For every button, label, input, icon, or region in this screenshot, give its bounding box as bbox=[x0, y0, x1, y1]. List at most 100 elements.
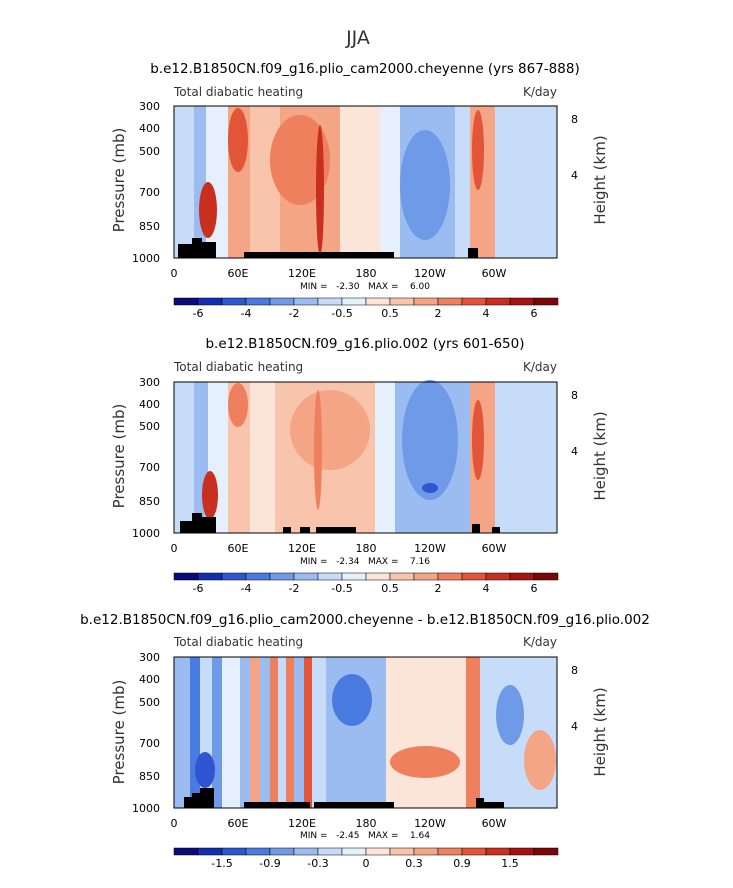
colorbar-cell bbox=[245, 572, 271, 581]
colorbar-cell bbox=[269, 847, 295, 856]
panel-3-colorbar bbox=[173, 847, 559, 856]
panel-2-blob bbox=[422, 483, 438, 493]
panel-1-left-label: Total diabatic heating bbox=[173, 85, 303, 99]
panel-2-xtick: 0 bbox=[171, 542, 178, 555]
panel-3-ytick: 300 bbox=[139, 651, 160, 664]
panel-2-ytick-right: 4 bbox=[571, 445, 578, 458]
panel-2-cbar-tick: -4 bbox=[241, 582, 252, 595]
panel-1-xtick: 120E bbox=[288, 267, 316, 280]
colorbar-cell bbox=[245, 847, 271, 856]
colorbar-cell bbox=[509, 572, 535, 581]
panel-2-region bbox=[495, 382, 557, 533]
panel-2-ytick: 1000 bbox=[132, 527, 160, 540]
figure-title: JJA bbox=[345, 27, 370, 49]
panel-3-cbar-tick: -0.3 bbox=[307, 857, 328, 870]
panel-1-xtick: 180 bbox=[356, 267, 377, 280]
panel-2-ylabel-right: Height (km) bbox=[591, 411, 609, 500]
colorbar-cell bbox=[197, 297, 223, 306]
panel-3-cbar-tick: 0.3 bbox=[405, 857, 423, 870]
panel-3-blob bbox=[390, 746, 460, 778]
panel-3-xtick: 180 bbox=[356, 817, 377, 830]
panel-3-ytick-right: 8 bbox=[571, 664, 578, 677]
colorbar-cell bbox=[413, 572, 439, 581]
colorbar-cell bbox=[317, 297, 343, 306]
panel-3-region bbox=[466, 657, 480, 808]
panel-1-ytick: 1000 bbox=[132, 252, 160, 265]
panel-2-cbar-tick: -0.5 bbox=[331, 582, 352, 595]
colorbar-cell bbox=[389, 297, 415, 306]
panel-3-ytick: 500 bbox=[139, 696, 160, 709]
panel-1-xtick: 60E bbox=[228, 267, 249, 280]
panel-1-ytick: 700 bbox=[139, 186, 160, 199]
panel-3-terrain bbox=[184, 797, 192, 808]
panel-3-terrain bbox=[200, 788, 214, 808]
panel-3-ytick: 1000 bbox=[132, 802, 160, 815]
panel-1-terrain bbox=[178, 244, 192, 258]
panel-1-colorbar bbox=[173, 297, 559, 306]
colorbar-cell bbox=[269, 297, 295, 306]
panel-1-ytick-right: 4 bbox=[571, 169, 578, 182]
panel-1-cbar-tick: -4 bbox=[241, 307, 252, 320]
panel-3-xtick: 120E bbox=[288, 817, 316, 830]
colorbar-cell bbox=[221, 297, 247, 306]
panel-2-blob bbox=[290, 390, 370, 470]
panel-1-region bbox=[455, 106, 470, 258]
colorbar-cell bbox=[173, 297, 199, 306]
colorbar-cell bbox=[485, 572, 511, 581]
panel-2-terrain bbox=[472, 524, 480, 533]
panel-3-region bbox=[260, 657, 270, 808]
panel-1-ylabel-right: Height (km) bbox=[591, 135, 609, 224]
panel-2-region bbox=[250, 382, 275, 533]
panel-2-left-label: Total diabatic heating bbox=[173, 360, 303, 374]
panel-1-terrain bbox=[192, 238, 202, 258]
panel-2-cbar-tick: -6 bbox=[193, 582, 204, 595]
panel-2-terrain bbox=[192, 513, 202, 533]
panel-3-xtick: 120W bbox=[414, 817, 446, 830]
panel-1-blob bbox=[270, 115, 330, 205]
panel-3-cbar-tick: 0.9 bbox=[453, 857, 471, 870]
colorbar-cell bbox=[533, 572, 559, 581]
panel-1-ytick: 850 bbox=[139, 220, 160, 233]
panel-2-ytick: 500 bbox=[139, 420, 160, 433]
panel-3: b.e12.B1850CN.f09_g16.plio_cam2000.cheye… bbox=[80, 612, 650, 870]
panel-1-region bbox=[340, 106, 380, 258]
panel-1-plot bbox=[173, 105, 558, 259]
panel-2: b.e12.B1850CN.f09_g16.plio.002 (yrs 601-… bbox=[110, 336, 609, 595]
colorbar-cell bbox=[437, 297, 463, 306]
panel-1-blob bbox=[228, 108, 248, 172]
panel-1-xtick: 120W bbox=[414, 267, 446, 280]
colorbar-cell bbox=[293, 847, 319, 856]
panel-2-cbar-tick: 4 bbox=[483, 582, 490, 595]
panel-1-stats: MIN = -2.30 MAX = 6.00 bbox=[300, 282, 430, 292]
panel-3-cbar-tick: 0 bbox=[363, 857, 370, 870]
panel-3-xtick: 60W bbox=[482, 817, 507, 830]
panel-3-ylabel: Pressure (mb) bbox=[110, 680, 128, 785]
panel-2-blob bbox=[314, 390, 322, 510]
panel-2-ytick: 850 bbox=[139, 495, 160, 508]
panel-1-xtick: 60W bbox=[482, 267, 507, 280]
panel-2-title: b.e12.B1850CN.f09_g16.plio.002 (yrs 601-… bbox=[205, 336, 524, 352]
panel-1-ytick: 300 bbox=[139, 100, 160, 113]
colorbar-cell bbox=[461, 572, 487, 581]
panel-3-terrain bbox=[244, 802, 310, 808]
panel-3-blob bbox=[524, 730, 556, 790]
colorbar-cell bbox=[365, 572, 391, 581]
panel-3-region bbox=[286, 657, 294, 808]
panel-2-plot bbox=[173, 380, 558, 534]
panel-3-region bbox=[294, 657, 304, 808]
panel-2-xtick: 60W bbox=[482, 542, 507, 555]
panel-2-terrain bbox=[283, 527, 291, 533]
panel-3-ytick: 850 bbox=[139, 770, 160, 783]
panel-3-title: b.e12.B1850CN.f09_g16.plio_cam2000.cheye… bbox=[80, 612, 650, 628]
panel-1-terrain bbox=[202, 242, 216, 258]
panel-3-blob bbox=[195, 752, 215, 788]
panel-2-blob bbox=[472, 400, 484, 480]
colorbar-cell bbox=[221, 847, 247, 856]
panel-1-blob bbox=[199, 182, 217, 238]
colorbar-cell bbox=[317, 847, 343, 856]
panel-3-region bbox=[250, 657, 260, 808]
panel-1-ytick: 500 bbox=[139, 145, 160, 158]
panel-1: b.e12.B1850CN.f09_g16.plio_cam2000.cheye… bbox=[110, 61, 609, 320]
colorbar-cell bbox=[365, 297, 391, 306]
panel-1-blob bbox=[400, 130, 450, 240]
